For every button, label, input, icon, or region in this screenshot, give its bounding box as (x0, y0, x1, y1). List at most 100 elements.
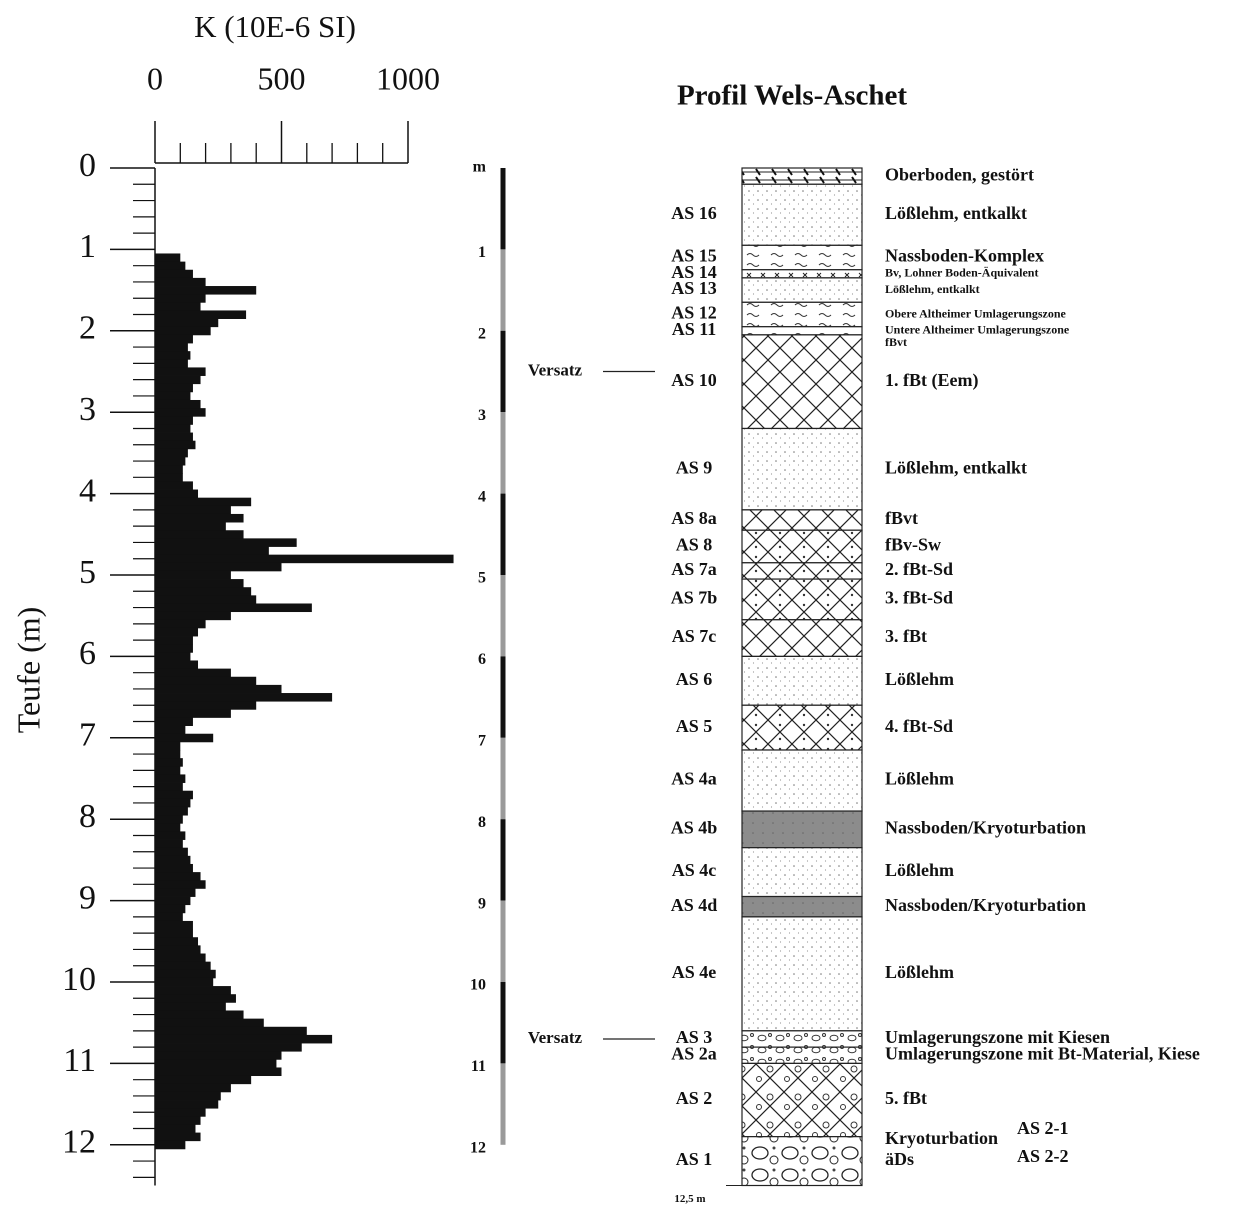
layer-label: AS 4c (672, 860, 717, 880)
bar (155, 685, 282, 694)
layer-description: 3. fBt-Sd (885, 588, 953, 608)
layer (742, 270, 862, 278)
bar (155, 465, 183, 474)
bar (155, 1027, 307, 1036)
bar (155, 734, 213, 743)
bar (155, 677, 256, 686)
bar (155, 359, 188, 368)
bar (155, 587, 251, 596)
layer-label: AS 1 (676, 1149, 713, 1169)
layer (742, 897, 862, 917)
ruler-label: 10 (470, 977, 486, 994)
y-tick-label: 0 (79, 147, 96, 184)
bar (155, 498, 251, 507)
layer-label: AS 8 (676, 535, 713, 555)
y-tick-label: 10 (62, 961, 96, 998)
layer-description: Bv, Lohner Boden-Äquivalent (885, 266, 1038, 280)
layer-description: Oberboden, gestört (885, 164, 1034, 184)
y-tick-label: 8 (79, 798, 96, 835)
bar (155, 636, 193, 645)
bar (155, 758, 183, 767)
y-tick-label: 7 (79, 717, 96, 754)
layer-label: AS 8a (671, 508, 717, 528)
bar (155, 327, 211, 336)
bar (155, 278, 206, 287)
layer (742, 1137, 862, 1186)
layer-description: 1. fBt (Eem) (885, 370, 978, 391)
bar (155, 954, 206, 963)
bar (155, 620, 206, 629)
layer (742, 327, 862, 335)
layer-label: AS 2 (676, 1088, 713, 1108)
page: K (10E-6 SI) Teufe (m) Profil Wels-Asche… (0, 0, 1240, 1210)
bar (155, 416, 193, 425)
bar (155, 481, 193, 490)
x-tick-label: 1000 (376, 60, 440, 96)
kryoturbation-label: Kryoturbation (885, 1128, 998, 1148)
bar (155, 717, 193, 726)
layer (742, 563, 862, 579)
layer-label: AS 4a (671, 769, 717, 789)
bar (155, 457, 185, 466)
layer (742, 579, 862, 620)
chart-title: K (10E-6 SI) (194, 9, 356, 44)
layer-description: Nassboden/Kryoturbation (885, 818, 1086, 838)
bar (155, 555, 454, 564)
layer-description: Nassboden-Komplex (885, 246, 1044, 266)
bar (155, 701, 256, 710)
layer-label: AS 7a (671, 559, 717, 579)
sublayer-label: AS 2-2 (1017, 1146, 1069, 1166)
bar (155, 823, 180, 832)
ruler-label: m (473, 159, 487, 176)
bar (155, 319, 218, 328)
ruler-segment (501, 249, 506, 330)
ruler-segment (501, 1063, 506, 1144)
bar (155, 1043, 302, 1052)
bar (155, 1100, 218, 1109)
bar (155, 612, 231, 621)
bar (155, 742, 180, 751)
bar (155, 514, 244, 523)
layer (742, 278, 862, 302)
layer-description: Untere Altheimer Umlagerungszone (885, 323, 1070, 337)
layer (742, 168, 862, 184)
layer (742, 1031, 862, 1047)
bar (155, 1010, 244, 1019)
bar (155, 750, 180, 759)
bar (155, 286, 256, 295)
bar (155, 1067, 282, 1076)
layer-label: AS 16 (671, 203, 717, 223)
bar (155, 872, 201, 881)
bar (155, 937, 198, 946)
bar (155, 970, 216, 979)
layer (742, 811, 862, 848)
layer-description: 5. fBt (885, 1088, 927, 1108)
ruler-segment (501, 901, 506, 982)
layer-label: AS 9 (676, 457, 713, 477)
bar (155, 962, 211, 971)
ruler-label: 11 (471, 1058, 486, 1075)
bar (155, 921, 193, 930)
bar (155, 563, 282, 572)
bar (155, 506, 231, 515)
bar (155, 302, 201, 311)
bar (155, 449, 188, 458)
bar (155, 905, 185, 914)
layer (742, 656, 862, 705)
bar (155, 1059, 276, 1068)
bar (155, 253, 180, 262)
layer-label: AS 4b (671, 818, 718, 838)
bar (155, 433, 193, 442)
ruler-segment (501, 494, 506, 575)
bar (155, 530, 244, 539)
bar (155, 351, 190, 360)
bar (155, 831, 185, 840)
bar (155, 864, 193, 873)
bar (155, 392, 190, 401)
y-tick-label: 1 (79, 228, 96, 265)
layer (742, 428, 862, 509)
layer-description: Nassboden/Kryoturbation (885, 895, 1086, 915)
ruler-label: 7 (478, 732, 486, 749)
sublayer-label: AS 2-1 (1017, 1118, 1069, 1138)
ruler-label: 3 (478, 407, 486, 424)
